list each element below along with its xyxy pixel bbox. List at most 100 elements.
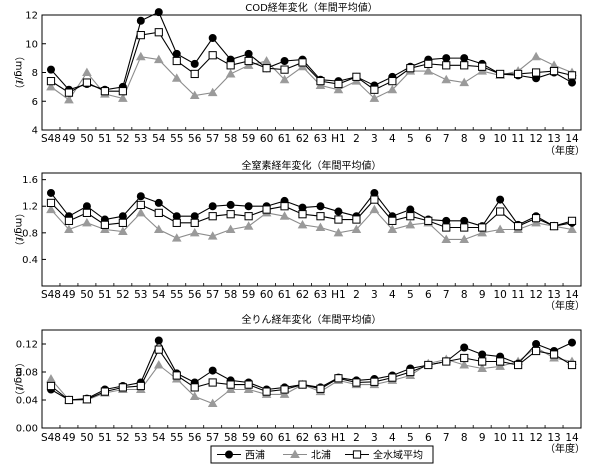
x-tick-label: 5 <box>407 133 414 145</box>
data-point-west <box>334 207 343 216</box>
x-tick-label: 13 <box>547 289 560 301</box>
data-point-all <box>118 383 127 392</box>
data-point-all <box>334 374 343 383</box>
data-point-north <box>64 224 74 234</box>
data-point-north <box>261 56 272 65</box>
y-axis-label: （mg/ℓ） <box>13 357 25 401</box>
data-point-west <box>82 202 91 211</box>
x-tick-label: 12 <box>529 289 542 301</box>
data-point-north <box>531 51 541 61</box>
data-point-all <box>388 373 397 382</box>
data-point-all <box>154 345 163 354</box>
data-point-north <box>279 74 290 84</box>
data-point-north <box>189 227 200 237</box>
x-tick-label: 11 <box>511 432 524 444</box>
data-point-all <box>262 387 271 396</box>
data-point-all <box>514 222 523 231</box>
data-point-all <box>478 357 487 366</box>
data-point-north <box>333 84 344 94</box>
x-tick-label: 55 <box>170 432 183 444</box>
data-point-west <box>118 212 127 221</box>
data-point-north <box>171 73 182 82</box>
data-point-all <box>136 381 145 391</box>
data-point-west <box>460 343 469 352</box>
data-point-west <box>172 49 181 58</box>
data-point-north <box>207 398 218 408</box>
data-point-north <box>153 360 164 369</box>
data-point-north <box>369 93 380 102</box>
x-tick-label: H1 <box>331 133 346 145</box>
data-point-north <box>189 391 200 401</box>
data-point-west <box>46 65 55 74</box>
data-point-north <box>351 224 362 234</box>
data-point-all <box>190 69 199 79</box>
y-tick-label: 1.2 <box>22 202 38 213</box>
y-tick-label: 6 <box>32 97 38 108</box>
data-point-north <box>153 54 164 64</box>
data-point-all <box>460 61 469 70</box>
chart-title: COD経年変化（年間平均値） <box>245 1 378 14</box>
x-tick-label: 5 <box>407 289 414 301</box>
data-point-north <box>315 222 326 232</box>
series-line-west <box>50 192 573 227</box>
data-point-all <box>388 216 397 225</box>
x-tick-label: 58 <box>224 133 237 145</box>
data-point-north <box>531 217 541 227</box>
data-point-all <box>442 223 451 232</box>
data-point-all <box>334 215 343 224</box>
data-point-all <box>136 200 145 210</box>
data-point-all <box>531 214 541 223</box>
data-point-west <box>208 34 217 43</box>
data-point-all <box>370 377 379 386</box>
legend-marker-all <box>352 450 362 459</box>
x-tick-label: 13 <box>547 133 560 145</box>
x-tick-label: 7 <box>443 289 450 301</box>
data-point-north <box>225 384 236 394</box>
data-point-all <box>298 380 307 389</box>
data-point-west <box>154 8 163 17</box>
data-point-west <box>208 202 217 211</box>
data-point-north <box>441 74 452 84</box>
data-point-all <box>406 367 415 377</box>
data-point-north <box>46 204 56 214</box>
data-point-north <box>333 227 344 237</box>
data-point-all <box>226 61 235 70</box>
x-tick-label: 2 <box>353 289 360 301</box>
x-tick-label: 4 <box>389 133 396 145</box>
data-point-all <box>244 56 253 66</box>
legend-marker-west <box>224 450 233 459</box>
x-tick-label: 7 <box>443 133 450 145</box>
data-point-north <box>459 77 470 87</box>
data-point-north <box>207 231 218 240</box>
data-point-all <box>352 215 361 224</box>
x-tick-label: 51 <box>98 133 111 145</box>
legend-label: 北浦 <box>311 448 331 461</box>
data-point-north <box>387 224 398 234</box>
data-point-all <box>208 378 217 387</box>
x-tick-label: 57 <box>206 432 219 444</box>
data-point-all <box>208 51 217 60</box>
chart-title: 全窒素経年変化（年間平均値） <box>242 159 382 172</box>
data-point-north <box>279 389 290 398</box>
x-axis-label: （年度） <box>545 299 585 312</box>
x-tick-label: 56 <box>188 432 202 444</box>
data-point-north <box>477 363 488 373</box>
data-point-all <box>352 378 361 387</box>
y-tick-label: 10 <box>25 39 38 50</box>
data-point-north <box>207 87 218 97</box>
x-tick-label: 52 <box>116 432 129 444</box>
y-tick-label: 0.8 <box>22 228 38 239</box>
data-point-all <box>334 79 343 89</box>
data-point-all <box>280 65 289 74</box>
data-point-all <box>208 212 217 221</box>
data-point-north <box>171 233 182 242</box>
x-tick-label: 61 <box>278 133 291 145</box>
x-tick-label: H1 <box>331 289 346 301</box>
x-tick-label: 63 <box>314 289 327 301</box>
data-point-all <box>424 216 433 225</box>
data-point-west <box>442 216 451 225</box>
data-point-all <box>172 218 181 227</box>
legend-label: 全水域平均 <box>373 448 423 461</box>
data-point-all <box>460 223 469 232</box>
data-point-north <box>369 204 380 214</box>
